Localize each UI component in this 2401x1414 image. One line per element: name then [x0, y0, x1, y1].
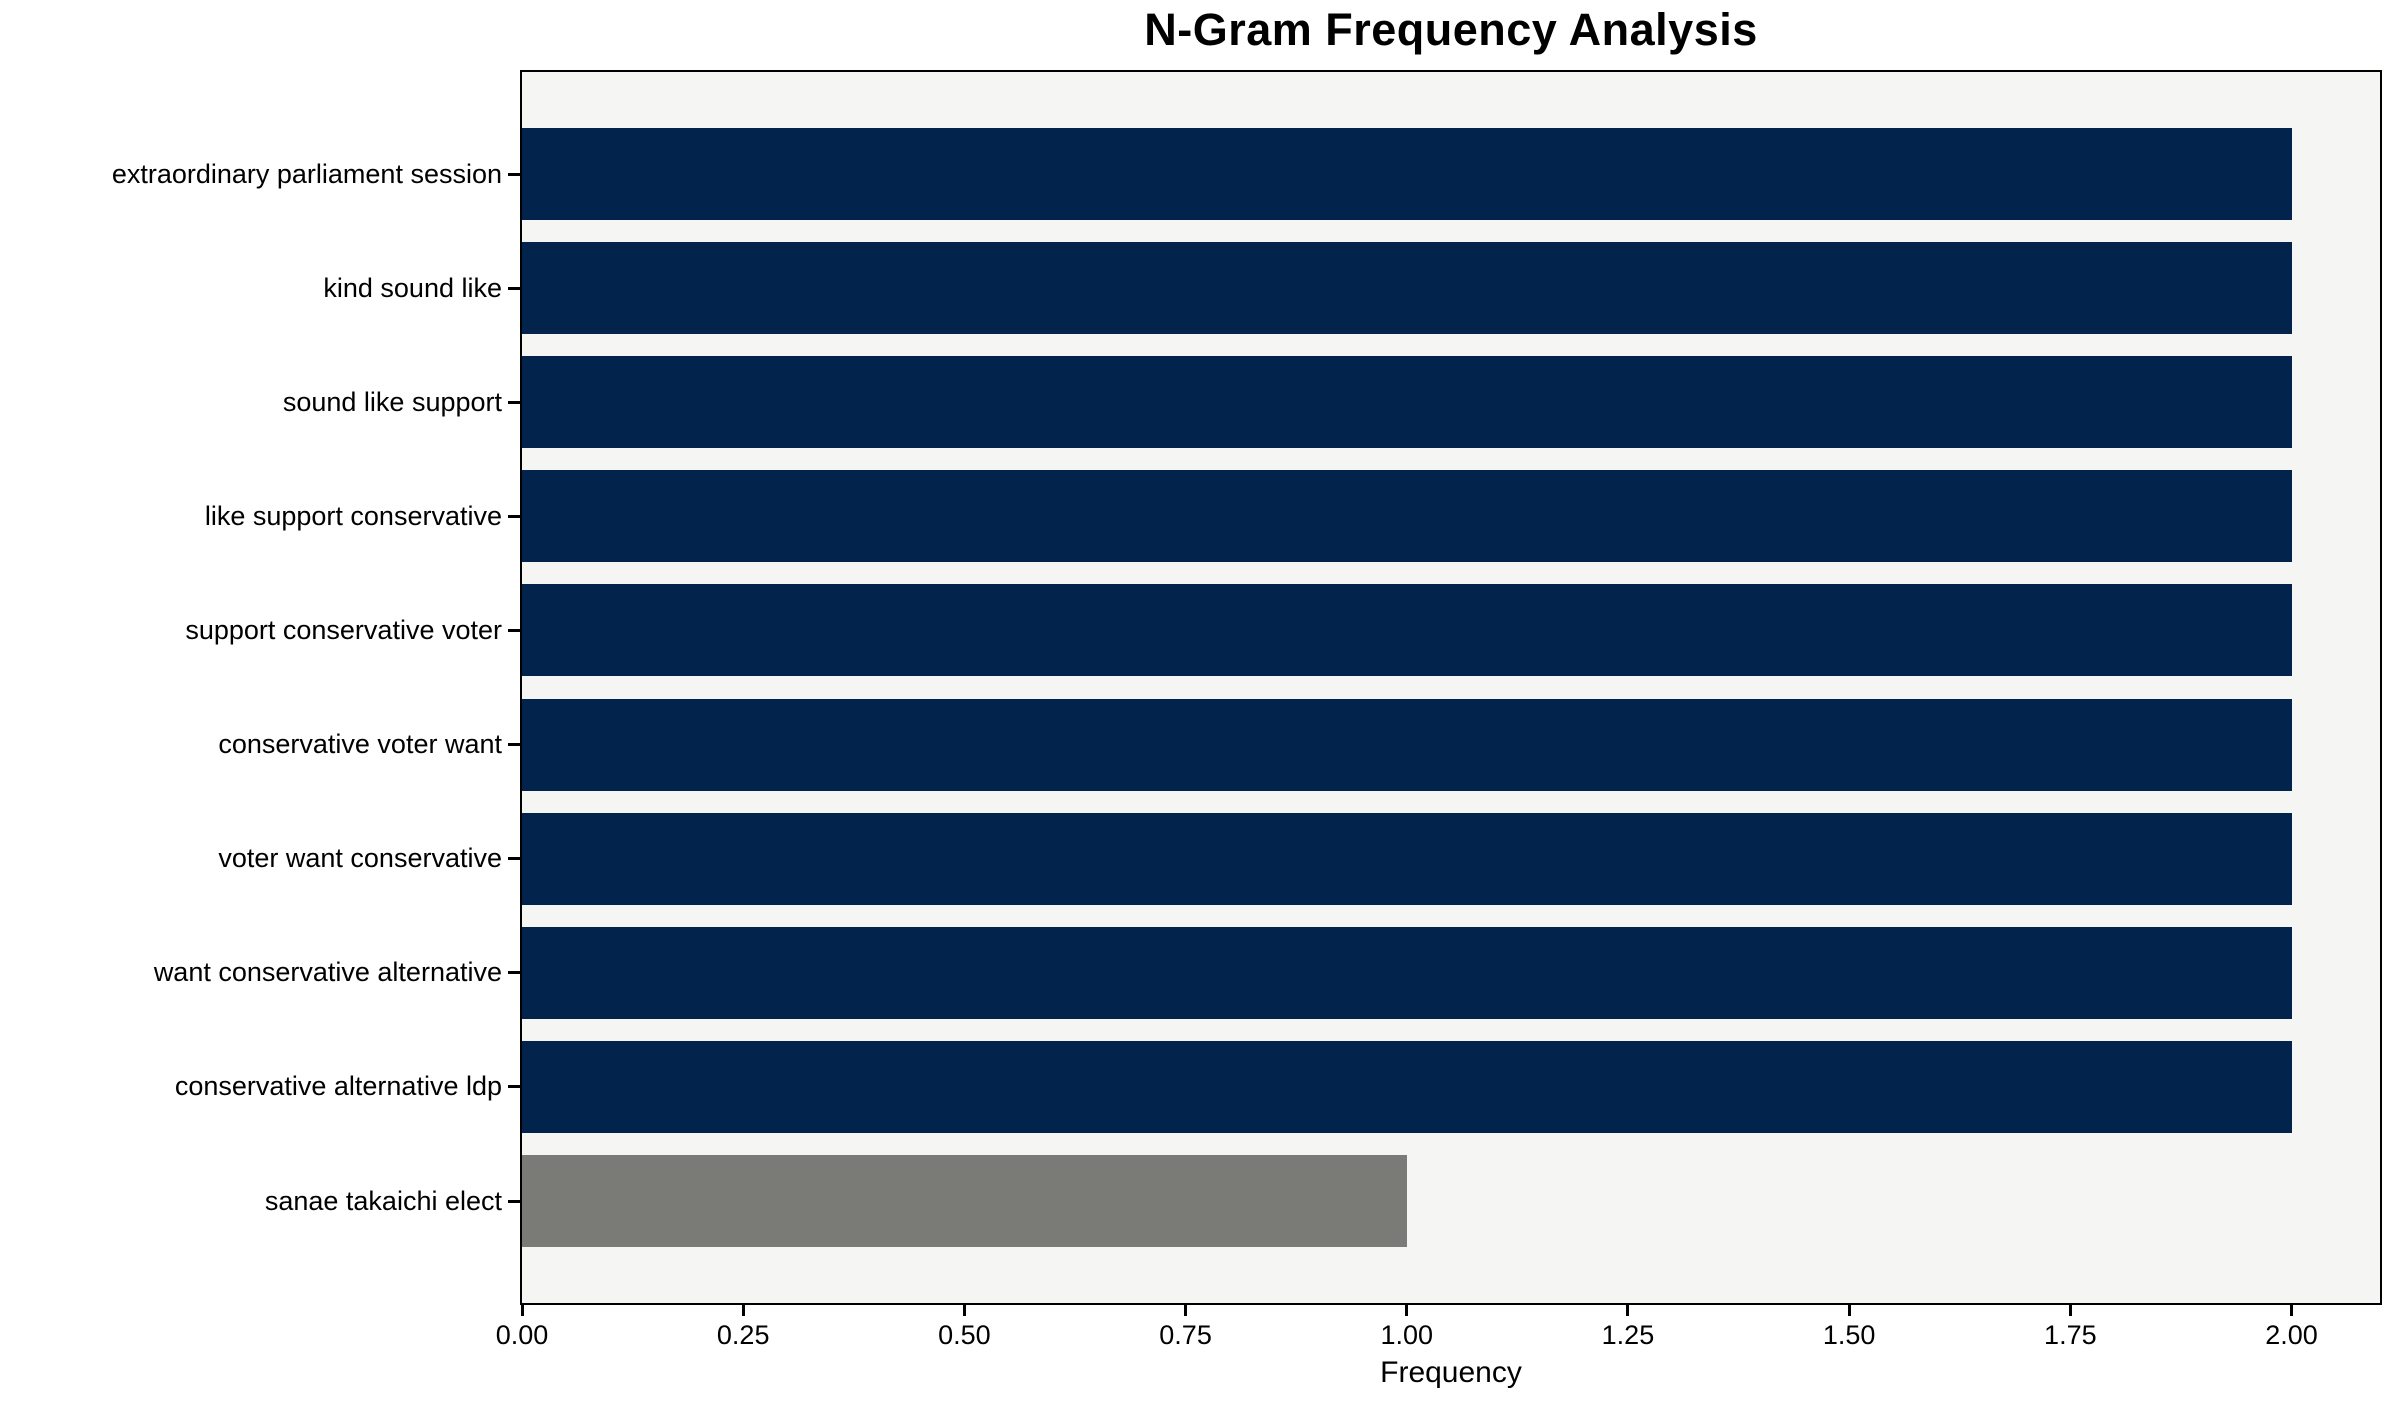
y-tick-label: conservative alternative ldp	[174, 1071, 502, 1102]
x-tick-mark	[1405, 1305, 1409, 1316]
x-tick-mark	[520, 1305, 524, 1316]
y-tick-label: kind sound like	[323, 272, 502, 303]
bar-want-conservative-alternative	[522, 926, 2292, 1019]
x-axis-title: Frequency	[1380, 1356, 1522, 1389]
y-tick-label: like support conservative	[204, 500, 502, 531]
y-tick-mark	[508, 172, 520, 176]
chart-title: N-Gram Frequency Analysis	[1144, 4, 1758, 55]
y-tick-mark	[508, 628, 520, 632]
bar-conservative-alternative-ldp	[522, 1040, 2292, 1133]
y-tick-mark	[508, 1085, 520, 1089]
x-tick-mark	[962, 1305, 966, 1316]
x-tick-label: 2.00	[2265, 1320, 2318, 1350]
x-tick-label: 0.00	[495, 1320, 549, 1350]
y-tick-mark	[508, 743, 520, 747]
y-tick-mark	[508, 286, 520, 290]
bar-sound-like-support	[522, 356, 2292, 449]
x-tick-mark	[741, 1305, 745, 1316]
x-tick-label: 1.75	[2044, 1320, 2097, 1350]
y-tick-label: sanae takaichi elect	[264, 1185, 502, 1216]
x-tick-label: 0.75	[1159, 1320, 1212, 1350]
bar-extraordinary-parliament-session	[522, 128, 2292, 220]
x-tick-mark	[2290, 1305, 2294, 1316]
x-tick-label: 1.25	[1601, 1320, 1655, 1350]
y-tick-label: voter want conservative	[218, 843, 502, 874]
y-tick-label: sound like support	[282, 386, 502, 417]
bar-support-conservative-voter	[522, 584, 2292, 677]
x-tick-label: 1.00	[1380, 1320, 1434, 1350]
bar-kind-sound-like	[522, 242, 2292, 335]
y-tick-mark	[508, 857, 520, 861]
y-tick-label: conservative voter want	[218, 729, 502, 760]
y-tick-mark	[508, 971, 520, 975]
plot-area	[520, 70, 2382, 1305]
y-tick-mark	[508, 1199, 520, 1203]
y-tick-label: support conservative voter	[185, 614, 502, 645]
x-tick-mark	[1626, 1305, 1630, 1316]
x-tick-mark	[2068, 1305, 2072, 1316]
bar-conservative-voter-want	[522, 698, 2292, 791]
y-tick-label: want conservative alternative	[153, 957, 502, 988]
y-tick-label: extraordinary parliament session	[111, 158, 502, 189]
bar-sanae-takaichi-elect	[522, 1155, 1407, 1247]
y-tick-mark	[508, 400, 520, 404]
x-tick-mark	[1847, 1305, 1851, 1316]
x-tick-label: 0.50	[938, 1320, 991, 1350]
bar-like-support-conservative	[522, 470, 2292, 563]
x-tick-label: 0.25	[716, 1320, 770, 1350]
x-tick-label: 1.50	[1822, 1320, 1876, 1350]
bar-voter-want-conservative	[522, 812, 2292, 905]
x-tick-mark	[1184, 1305, 1188, 1316]
y-tick-mark	[508, 514, 520, 518]
